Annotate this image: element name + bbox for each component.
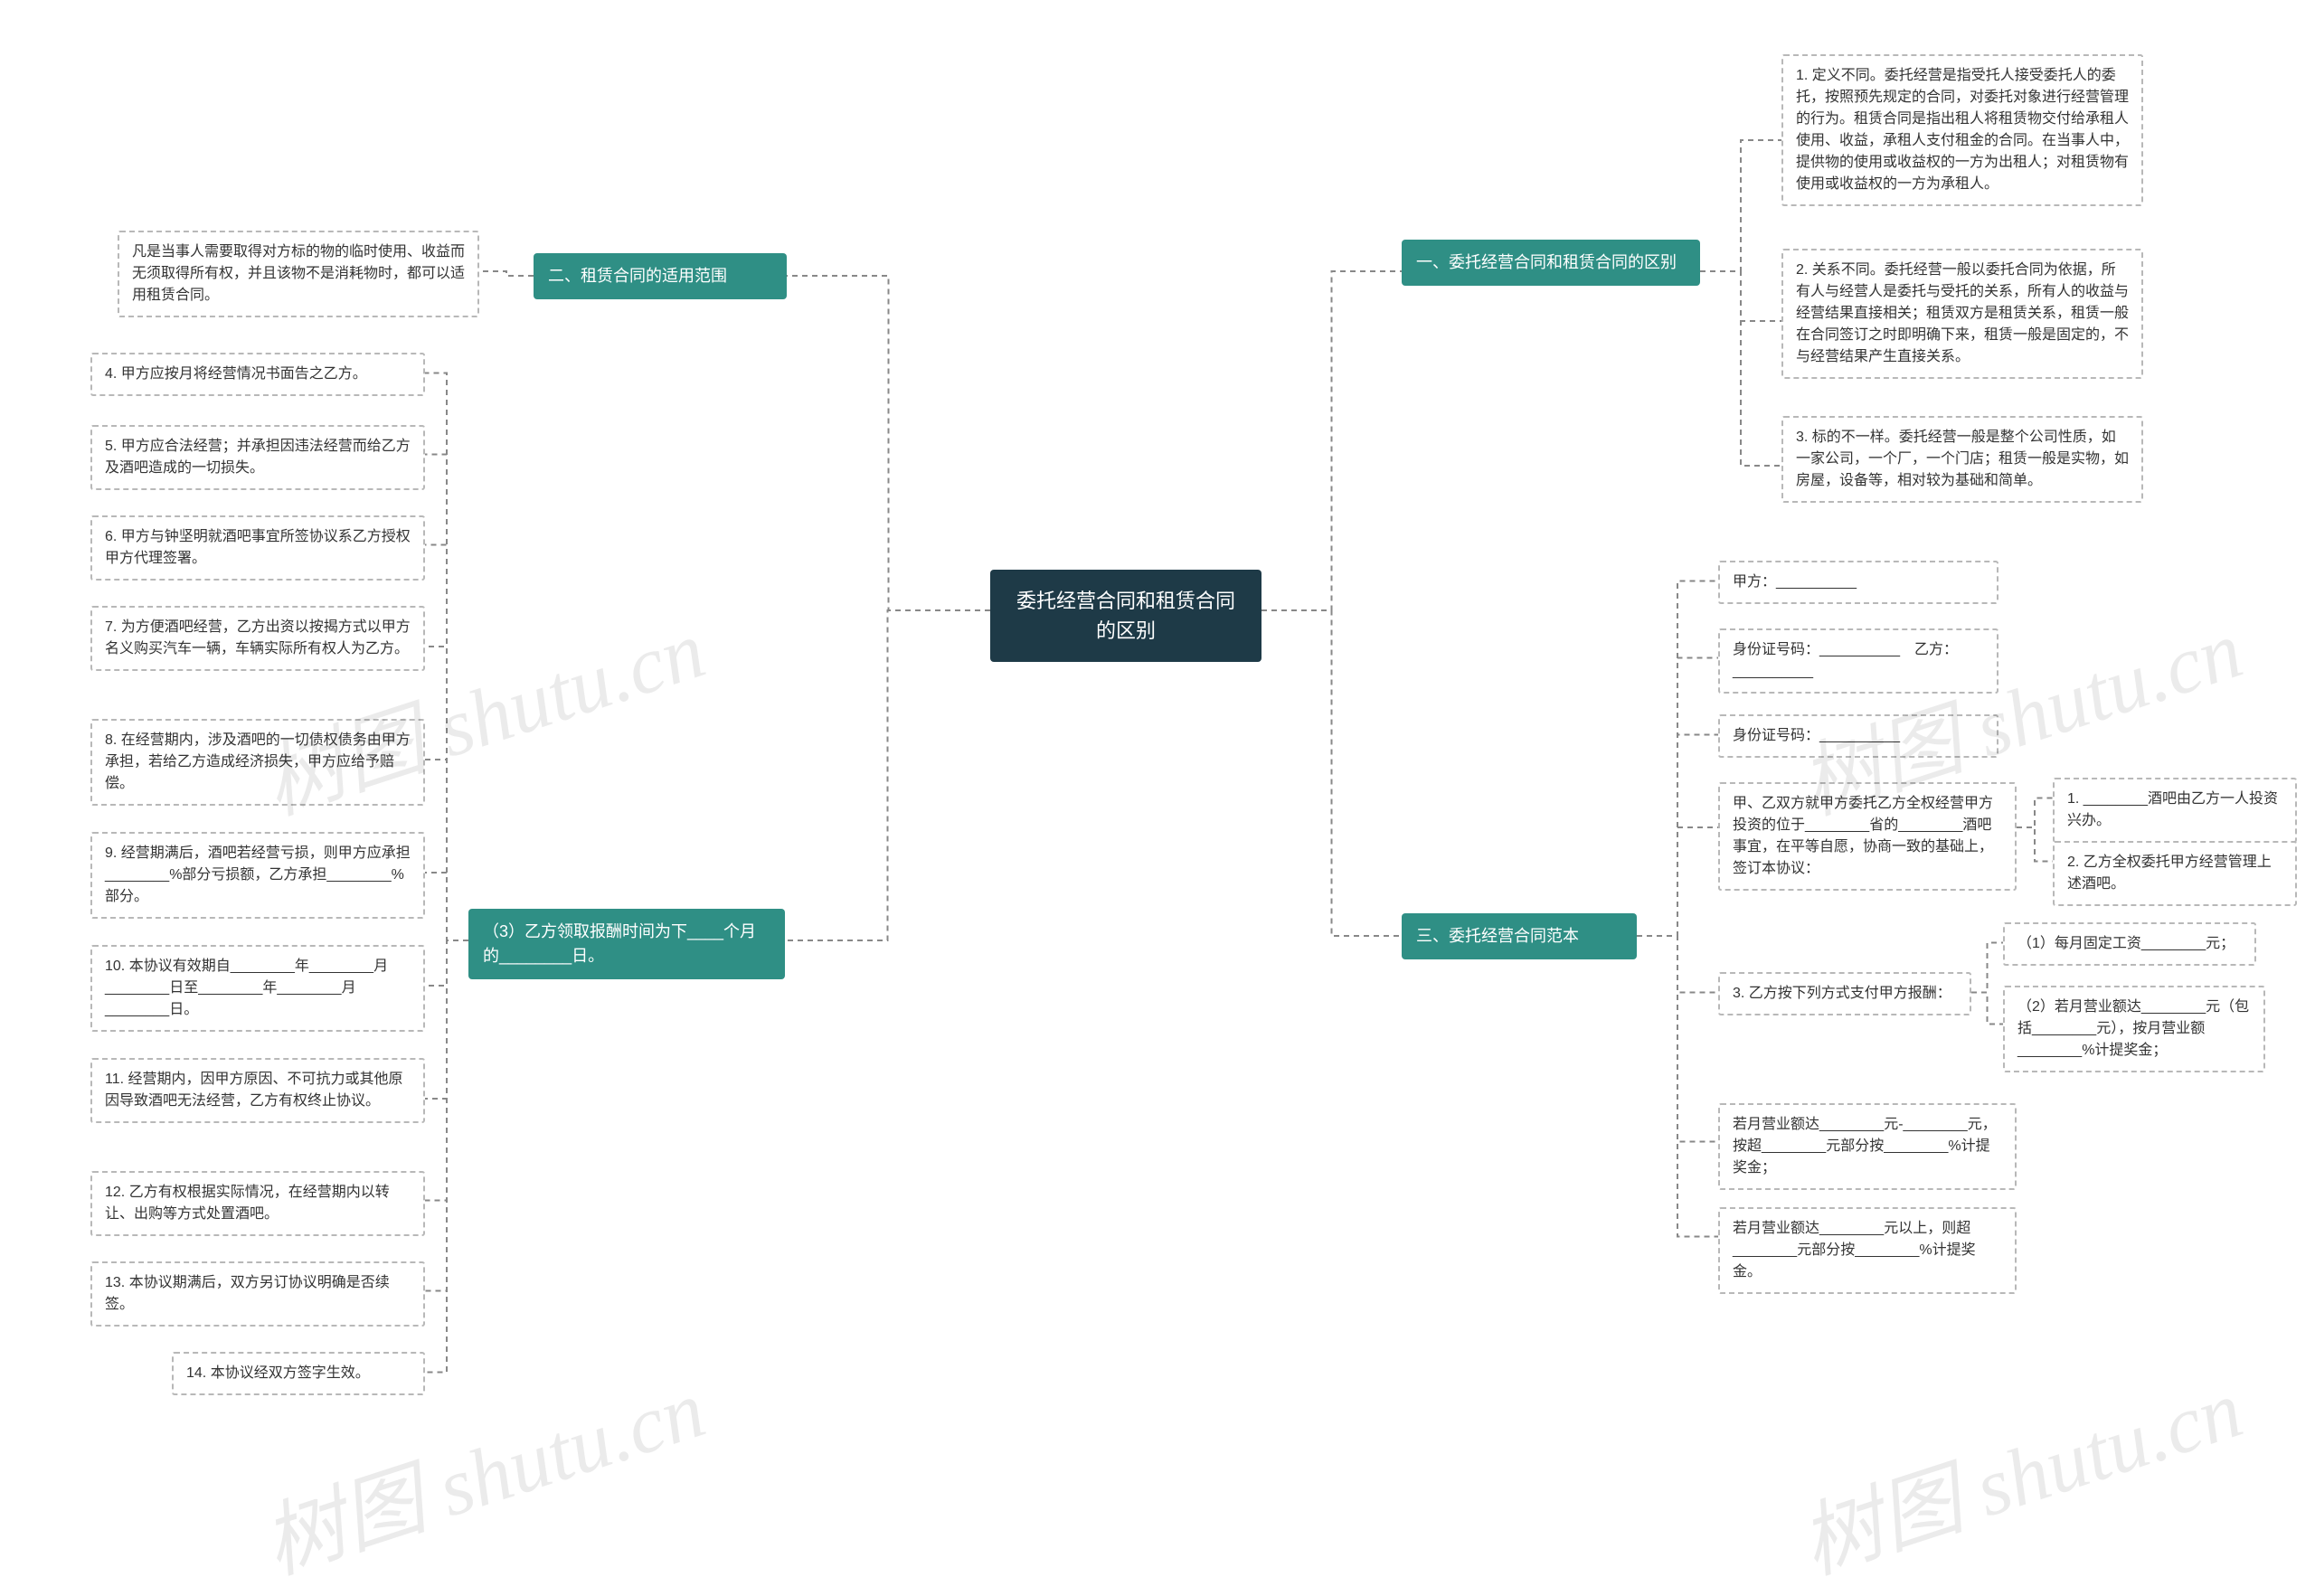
leaf-node[interactable]: （2）若月营业额达________元（包括________元），按月营业额___…: [2003, 986, 2265, 1072]
leaf-node[interactable]: 8. 在经营期内，涉及酒吧的一切债权债务由甲方承担，若给乙方造成经济损失，甲方应…: [90, 719, 425, 806]
leaf-node[interactable]: 5. 甲方应合法经营；并承担因违法经营而给乙方及酒吧造成的一切损失。: [90, 425, 425, 490]
leaf-node[interactable]: 3. 标的不一样。委托经营一般是整个公司性质，如一家公司，一个厂，一个门店；租赁…: [1781, 416, 2143, 503]
leaf-node[interactable]: 7. 为方便酒吧经营，乙方出资以按揭方式以甲方名义购买汽车一辆，车辆实际所有权人…: [90, 606, 425, 671]
watermark: 树图 shutu.cn: [1783, 1343, 2254, 1596]
leaf-node[interactable]: （1）每月固定工资________元；: [2003, 922, 2256, 966]
leaf-node[interactable]: 10. 本协议有效期自________年________月________日至_…: [90, 945, 425, 1032]
root-node[interactable]: 委托经营合同和租赁合同的区别: [990, 570, 1261, 662]
leaf-node[interactable]: 1. ________酒吧由乙方一人投资兴办。: [2053, 778, 2297, 843]
branch-node[interactable]: 一、委托经营合同和租赁合同的区别: [1402, 240, 1700, 286]
leaf-node[interactable]: 身份证号码：__________: [1718, 714, 1998, 758]
leaf-node[interactable]: 甲方：__________: [1718, 561, 1998, 604]
leaf-node[interactable]: 13. 本协议期满后，双方另订协议明确是否续签。: [90, 1261, 425, 1327]
leaf-node[interactable]: 2. 关系不同。委托经营一般以委托合同为依据，所有人与经营人是委托与受托的关系，…: [1781, 249, 2143, 379]
leaf-node[interactable]: 3. 乙方按下列方式支付甲方报酬：: [1718, 972, 1971, 1015]
leaf-node[interactable]: 4. 甲方应按月将经营情况书面告之乙方。: [90, 353, 425, 396]
leaf-node[interactable]: 11. 经营期内，因甲方原因、不可抗力或其他原因导致酒吧无法经营，乙方有权终止协…: [90, 1058, 425, 1123]
leaf-node[interactable]: 12. 乙方有权根据实际情况，在经营期内以转让、出购等方式处置酒吧。: [90, 1171, 425, 1236]
leaf-node[interactable]: 14. 本协议经双方签字生效。: [172, 1352, 425, 1395]
leaf-node[interactable]: 6. 甲方与钟坚明就酒吧事宜所签协议系乙方授权甲方代理签署。: [90, 515, 425, 581]
branch-node[interactable]: 三、委托经营合同范本: [1402, 913, 1637, 959]
leaf-node[interactable]: 甲、乙双方就甲方委托乙方全权经营甲方投资的位于________省的_______…: [1718, 782, 2017, 891]
leaf-node[interactable]: 9. 经营期满后，酒吧若经营亏损，则甲方应承担________%部分亏损额，乙方…: [90, 832, 425, 919]
leaf-node[interactable]: 凡是当事人需要取得对方标的物的临时使用、收益而无须取得所有权，并且该物不是消耗物…: [118, 231, 479, 317]
leaf-node[interactable]: 2. 乙方全权委托甲方经营管理上述酒吧。: [2053, 841, 2297, 906]
branch-node[interactable]: 二、租赁合同的适用范围: [534, 253, 787, 299]
branch-node[interactable]: （3）乙方领取报酬时间为下____个月的________日。: [468, 909, 785, 979]
leaf-node[interactable]: 若月营业额达________元以上，则超________元部分按________…: [1718, 1207, 2017, 1294]
leaf-node[interactable]: 身份证号码：__________ 乙方：__________: [1718, 628, 1998, 694]
leaf-node[interactable]: 1. 定义不同。委托经营是指受托人接受委托人的委托，按照预先规定的合同，对委托对…: [1781, 54, 2143, 206]
leaf-node[interactable]: 若月营业额达________元-________元，按超________元部分按…: [1718, 1103, 2017, 1190]
